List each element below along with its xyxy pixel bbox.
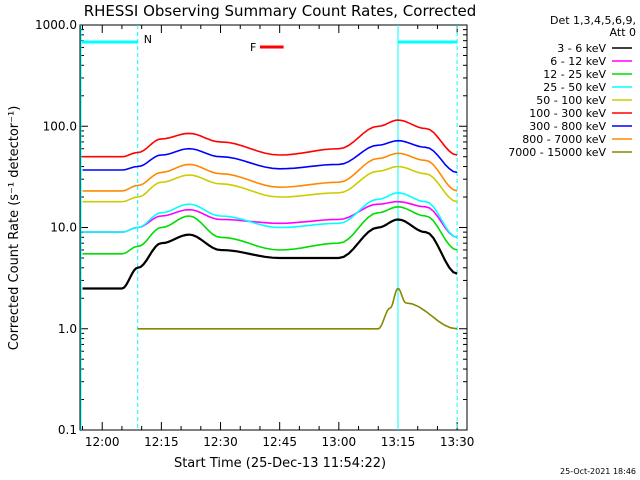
series-line (82, 218, 458, 290)
y-tick-label: 1000.0 (35, 18, 77, 32)
footer-date: 25-Oct-2021 18:46 (560, 467, 636, 476)
legend-label: 800 - 7000 keV (522, 133, 606, 146)
legend-label: 7000 - 15000 keV (508, 146, 606, 159)
y-tick-label: 1.0 (58, 322, 77, 336)
orbit-markers: NF (80, 25, 458, 430)
x-tick-label: 13:00 (322, 435, 357, 449)
legend-label: 50 - 100 keV (536, 94, 606, 107)
series-line (82, 119, 458, 158)
y-tick-label: 0.1 (58, 423, 77, 437)
x-tick-label: 13:15 (381, 435, 416, 449)
y-tick-label: 100.0 (43, 119, 77, 133)
legend-label: 25 - 50 keV (543, 81, 606, 94)
axis-ticks (80, 24, 467, 431)
series-line (82, 139, 458, 174)
y-tick-labels: 1000.0 100.0 10.0 1.0 0.1 (35, 18, 77, 437)
series-line (82, 205, 458, 255)
detector-info-line-2: Att 0 (610, 26, 636, 39)
series-lines (82, 119, 458, 330)
x-axis-label: Start Time (25-Dec-13 11:54:22) (174, 456, 386, 471)
x-tick-label: 12:45 (262, 435, 297, 449)
flare-label: F (250, 41, 256, 54)
y-axis-label: Corrected Count Rate (s⁻¹ detector⁻¹) (7, 106, 22, 351)
series-line (82, 165, 458, 203)
series-line (82, 191, 458, 239)
x-tick-label: 13:30 (440, 435, 475, 449)
y-tick-label: 10.0 (50, 221, 77, 235)
series-line (82, 152, 458, 192)
x-tick-label: 12:00 (85, 435, 120, 449)
detector-info-line-1: Det 1,3,4,5,6,9, (550, 14, 636, 27)
legend-label: 300 - 800 keV (529, 120, 606, 133)
chart-title: RHESSI Observing Summary Count Rates, Co… (84, 2, 477, 20)
x-tick-labels: 12:00 12:15 12:30 12:45 13:00 13:15 13:30 (85, 435, 475, 449)
legend-label: 3 - 6 keV (557, 42, 606, 55)
series-line (137, 287, 458, 330)
legend-label: 12 - 25 keV (543, 68, 606, 81)
legend-label: 100 - 300 keV (529, 107, 606, 120)
legend-label: 6 - 12 keV (550, 55, 606, 68)
x-tick-label: 12:15 (144, 435, 179, 449)
night-label: N (144, 33, 152, 46)
x-tick-label: 12:30 (203, 435, 238, 449)
